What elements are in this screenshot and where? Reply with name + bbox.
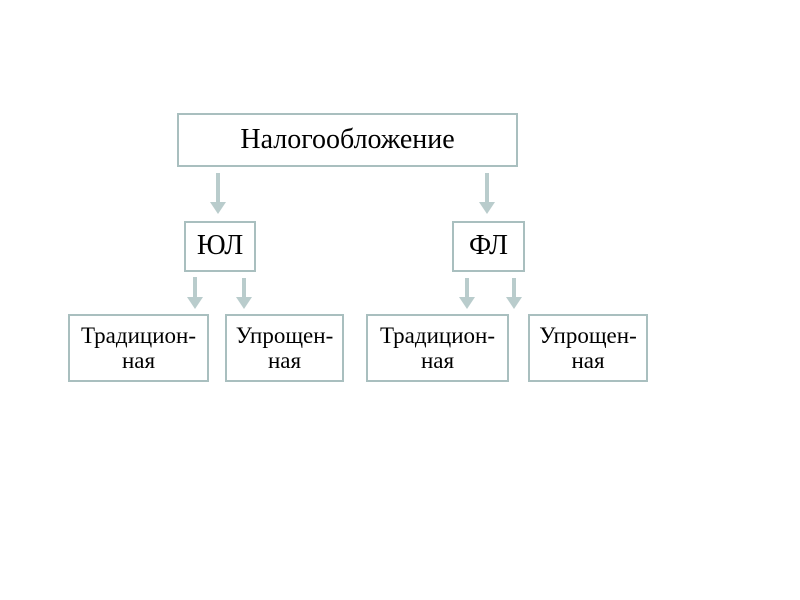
node-label: ФЛ — [469, 231, 508, 262]
node-label: ЮЛ — [197, 231, 243, 262]
edge-arrow — [206, 173, 230, 224]
node-ul_t: Традицион- ная — [68, 314, 209, 382]
edge-arrow — [455, 278, 479, 319]
node-label: Упрощен- ная — [236, 323, 333, 374]
node-label: Традицион- ная — [380, 323, 495, 374]
edge-arrow — [502, 278, 526, 319]
node-label: Упрощен- ная — [539, 323, 636, 374]
node-ul_s: Упрощен- ная — [225, 314, 344, 382]
edge-arrow — [183, 277, 207, 319]
node-fl_s: Упрощен- ная — [528, 314, 648, 382]
node-label: Традицион- ная — [81, 323, 196, 374]
edge-arrow — [475, 173, 499, 224]
node-label: Налогообложение — [240, 125, 454, 156]
node-fl: ФЛ — [452, 221, 525, 272]
node-root: Налогообложение — [177, 113, 518, 167]
edge-arrow — [232, 278, 256, 319]
node-ul: ЮЛ — [184, 221, 256, 272]
node-fl_t: Традицион- ная — [366, 314, 509, 382]
